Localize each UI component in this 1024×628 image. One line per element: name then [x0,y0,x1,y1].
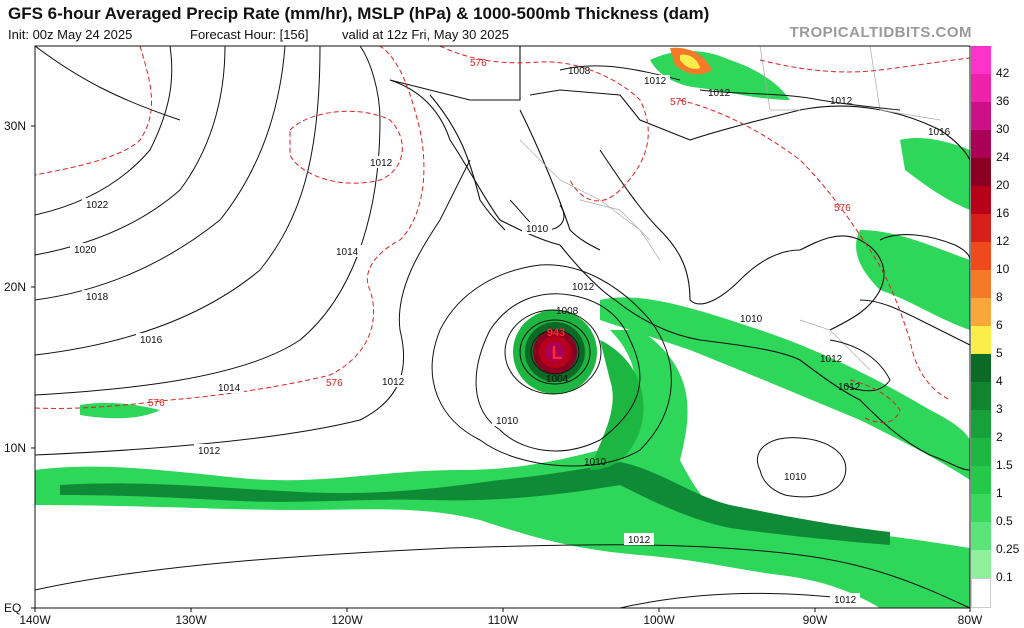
lat-label: 10N [4,441,26,455]
thickness-label: 576 [148,398,165,409]
map-title: GFS 6-hour Averaged Precip Rate (mm/hr),… [8,4,710,23]
colorbar-label: 1 [996,486,1003,500]
borders [519,46,941,371]
colorbar-swatch [971,270,991,298]
colorbar-swatch [971,382,991,410]
isobar-label: 1014 [218,383,241,394]
valid-time: valid at 12z Fri, May 30 2025 [342,27,509,42]
isobar-label: 1008 [556,306,579,317]
isobar-label: 1004 [546,374,569,385]
lon-label: 80W [958,613,983,627]
lat-label: 20N [4,280,26,294]
colorbar-label: 16 [996,206,1010,220]
colorbar-label: 8 [996,290,1003,304]
colorbar-swatch [971,298,991,326]
colorbar-swatch [971,494,991,522]
isobar-label: 1012 [198,446,221,457]
isobar-label: 1012 [572,282,595,293]
colorbar-swatch [971,186,991,214]
lon-label: 140W [19,613,51,627]
thickness-contours [35,46,970,423]
thickness-label: 576 [834,203,851,214]
colorbar-swatch [971,354,991,382]
colorbar-swatch [971,102,991,130]
colorbar-label: 24 [996,150,1010,164]
lon-label: 120W [331,613,363,627]
init-time: Init: 00z May 24 2025 [8,27,133,42]
isobar-label: 1012 [370,158,393,169]
isobar-label: 1012 [820,354,843,365]
colorbar-label: 36 [996,94,1010,108]
colorbar-label: 3 [996,402,1003,416]
isobar-label: 1020 [74,245,97,256]
colorbar-label: 0.1 [996,570,1013,584]
isobar-label: 1012 [382,377,405,388]
colorbar-swatch [971,242,991,270]
site-brand: TROPICALTIDBITS.COM [789,24,972,41]
colorbar-label: 4 [996,374,1003,388]
thickness-label: 576 [326,378,343,389]
colorbar-swatch [971,46,991,74]
colorbar-label: 0.5 [996,514,1013,528]
isobar-labels: 1022 1020 1018 1016 1014 1012 1012 1014 … [70,66,951,606]
colorbar-label: 42 [996,66,1010,80]
colorbar-label: 1.5 [996,458,1013,472]
coastlines [389,46,970,471]
low-pressure-value: 943 [547,327,565,339]
isobar-label: 1018 [86,292,109,303]
latitude-axis: 30N 20N 10N EQ [4,119,35,615]
colorbar-swatch [971,130,991,158]
isobars [35,46,970,608]
isobar-label: 1012 [830,96,853,107]
low-pressure-center: L 943 [547,327,565,363]
colorbar-swatch [971,158,991,186]
lon-label: 130W [175,613,207,627]
colorbar-label: 2 [996,430,1003,444]
isobar-label: 1012 [834,595,857,606]
isobar-label: 1010 [584,457,607,468]
colorbar-label: 6 [996,318,1003,332]
isobar-label: 1010 [526,224,549,235]
colorbar-swatch [971,466,991,494]
isobar-label: 1016 [140,335,163,346]
thickness-label: 576 [670,97,687,108]
colorbar-swatch [971,326,991,354]
isobar-label: 1010 [496,416,519,427]
isobar-label: 1012 [708,88,731,99]
colorbar-swatch [971,410,991,438]
colorbar-label: 5 [996,346,1003,360]
lon-label: 100W [643,613,675,627]
colorbar-swatch [971,522,991,550]
isobar-label: 1012 [644,76,667,87]
isobar-label: 1010 [784,472,807,483]
colorbar-swatch [971,214,991,242]
isobar-label: 1010 [740,314,763,325]
colorbar-swatch [971,438,991,466]
colorbar-swatch [971,550,991,578]
colorbar-label: 10 [996,262,1010,276]
isobar-label: 1008 [568,66,591,77]
low-symbol: L [552,343,563,363]
isobar-label: 1012 [838,382,861,393]
lon-label: 90W [803,613,828,627]
isobar-label: 1022 [86,200,109,211]
isobar-label: 1014 [336,247,359,258]
lat-label: 30N [4,119,26,133]
colorbar-swatch [971,578,991,608]
isobar-label: 1016 [928,127,951,138]
colorbar-label: 20 [996,178,1010,192]
colorbar-swatch [971,74,991,102]
lon-label: 110W [488,613,519,627]
forecast-hour: Forecast Hour: [156] [190,27,309,42]
isobar-label: 1012 [628,535,651,546]
thickness-labels: 576 576 576 576 576 [148,58,851,409]
lat-label: EQ [4,601,21,615]
thickness-label: 576 [470,58,487,69]
colorbar-label: 12 [996,234,1010,248]
colorbar-label: 0.25 [996,542,1020,556]
longitude-axis: 140W 130W 120W 110W 100W 90W 80W [19,608,983,627]
colorbar-label: 30 [996,122,1010,136]
